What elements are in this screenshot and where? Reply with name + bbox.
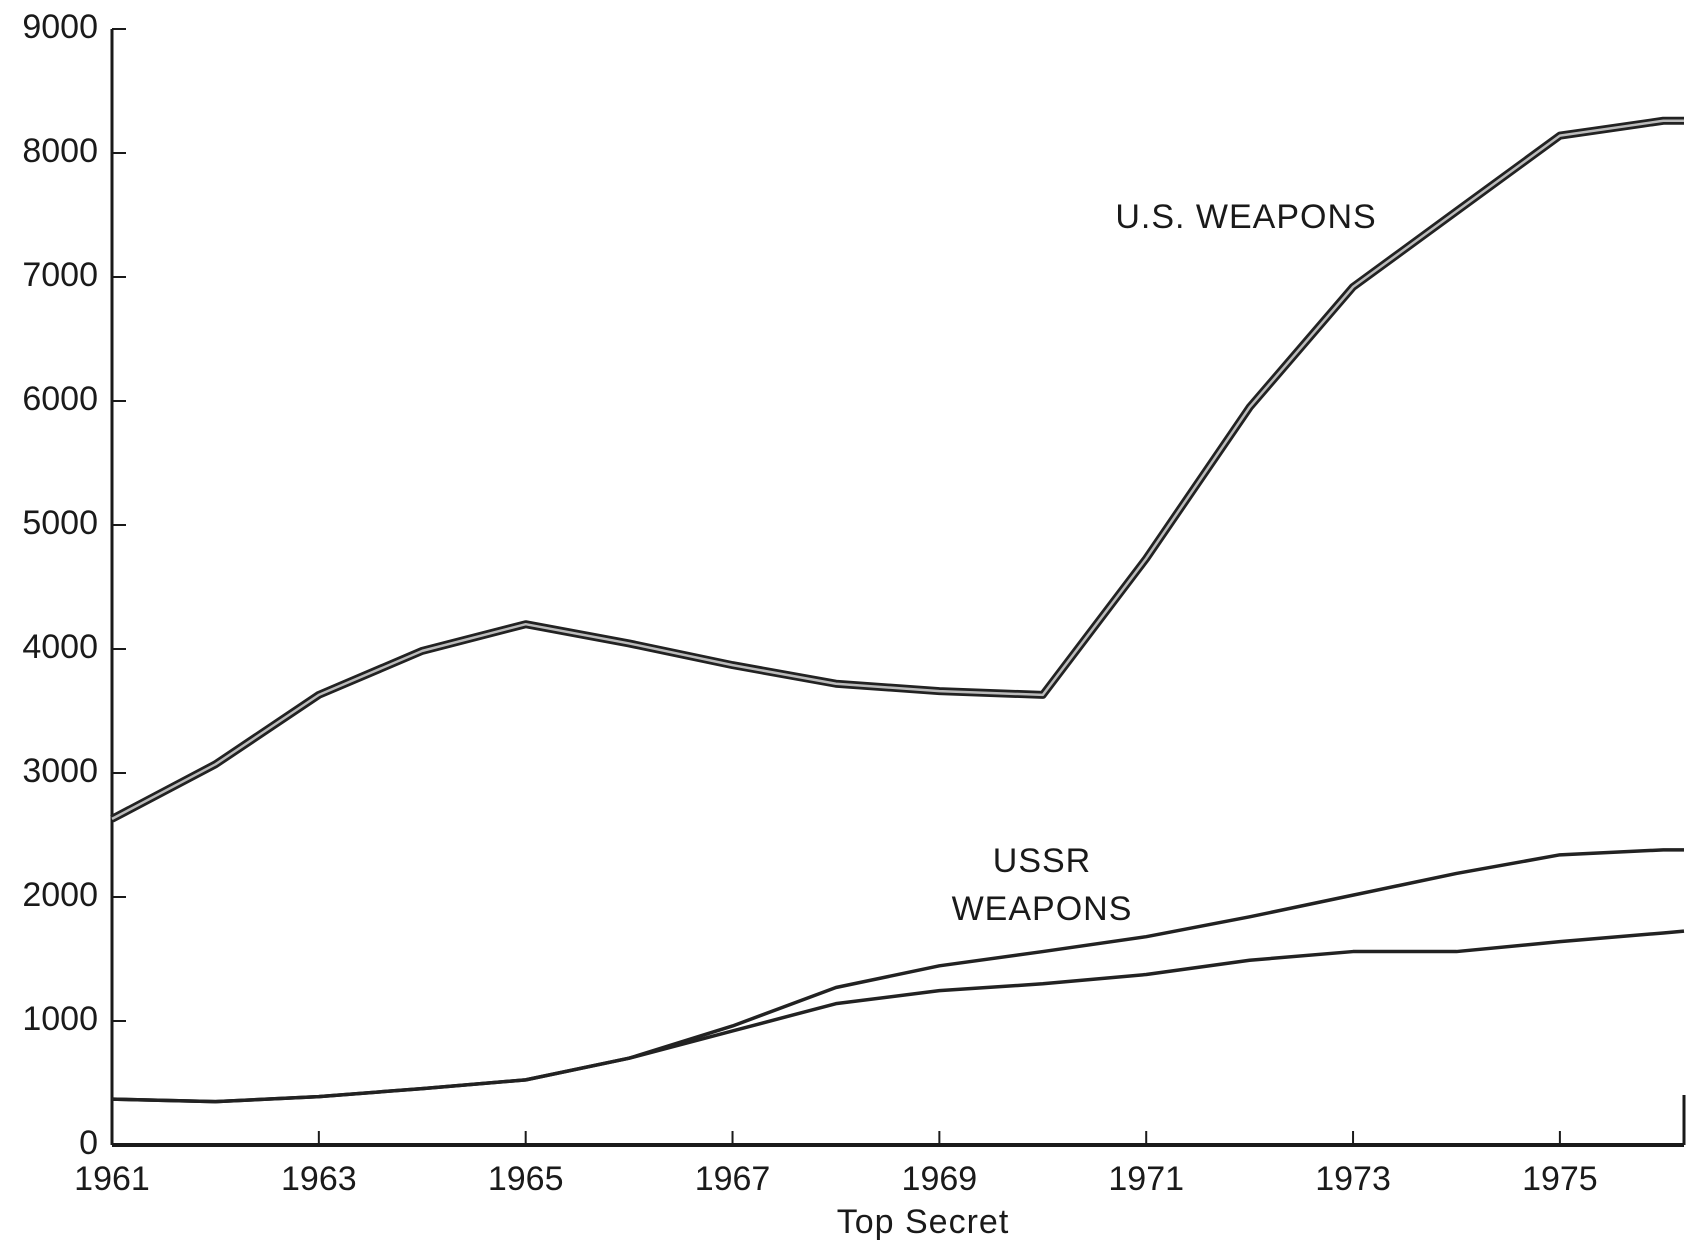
- y-tick-label: 7000: [22, 256, 98, 294]
- y-tick-label: 6000: [22, 380, 98, 418]
- y-tick-label: 4000: [22, 628, 98, 666]
- y-tick-label: 8000: [22, 132, 98, 170]
- footer: Top Secret: [836, 1203, 1010, 1241]
- y-tick-label: 1000: [22, 1000, 98, 1038]
- x-tick-label: 1969: [902, 1160, 978, 1198]
- y-tick-label: 9000: [22, 8, 98, 46]
- ussr-annotation: USSR WEAPONS: [951, 842, 1133, 928]
- x-tick-label: 1965: [488, 1160, 564, 1198]
- x-tick-label: 1971: [1108, 1160, 1184, 1198]
- y-tick-label: 0: [79, 1124, 98, 1162]
- y-tick-label: 3000: [22, 752, 98, 790]
- y-tick-label: 5000: [22, 504, 98, 542]
- x-tick-label: 1973: [1315, 1160, 1391, 1198]
- us-annotation: U.S. WEAPONS: [1115, 198, 1377, 236]
- x-tick-label: 1967: [695, 1160, 771, 1198]
- ussr-high-line: [111, 848, 1684, 1104]
- us-line-highlight: [111, 119, 1684, 820]
- us-line: [110, 116, 1684, 823]
- x-tick-label: 1963: [281, 1160, 357, 1198]
- x-tick-label: 1975: [1522, 1160, 1598, 1198]
- ussr-low-line: [111, 929, 1685, 1104]
- y-tick-label: 2000: [22, 876, 98, 914]
- x-tick-label: 1961: [74, 1160, 150, 1198]
